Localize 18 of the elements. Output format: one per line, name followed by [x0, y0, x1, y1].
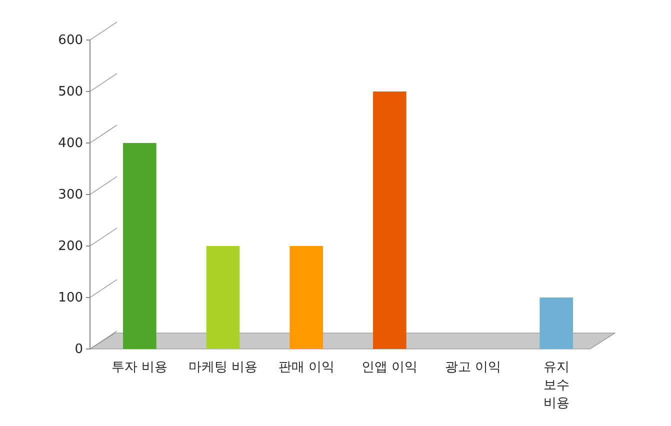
y-tick-label: 400: [58, 136, 83, 152]
x-tick-label: 판매 이익: [278, 360, 334, 375]
y-tick-label: 300: [58, 188, 83, 203]
x-tick-label: 투자 비용: [112, 360, 168, 375]
bar: [206, 246, 240, 349]
bar: [123, 143, 156, 349]
y-tick-label: 200: [58, 239, 83, 254]
bar: [540, 298, 573, 349]
y-tick-label: 100: [58, 290, 83, 306]
x-tick-label: 인앱 이익: [362, 360, 418, 375]
x-tick-label: 마케팅 비용: [188, 360, 258, 375]
y-tick-label: 500: [58, 84, 83, 100]
x-tick-label: 유지 보수 비용: [543, 360, 570, 411]
x-tick-label: 광고 이익: [444, 360, 502, 375]
y-tick-label: 0: [74, 342, 83, 358]
bar: [373, 92, 406, 349]
y-tick-label: 600: [58, 33, 83, 48]
bar: [290, 246, 323, 349]
